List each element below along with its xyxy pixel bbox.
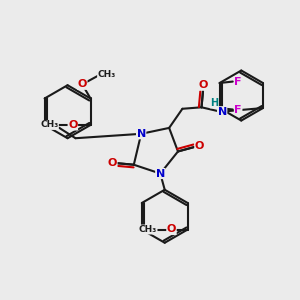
Text: F: F (234, 104, 242, 115)
Text: N: N (156, 169, 165, 178)
Text: CH₃: CH₃ (98, 70, 116, 79)
Text: CH₃: CH₃ (40, 121, 58, 130)
Text: CH₃: CH₃ (139, 225, 157, 234)
Text: N: N (218, 107, 227, 117)
Text: F: F (234, 76, 242, 86)
Text: H: H (210, 98, 218, 108)
Text: O: O (167, 224, 176, 235)
Text: O: O (198, 80, 208, 90)
Text: O: O (78, 79, 87, 89)
Text: O: O (68, 120, 77, 130)
Text: O: O (108, 158, 117, 168)
Text: N: N (136, 129, 146, 139)
Text: O: O (195, 142, 204, 152)
